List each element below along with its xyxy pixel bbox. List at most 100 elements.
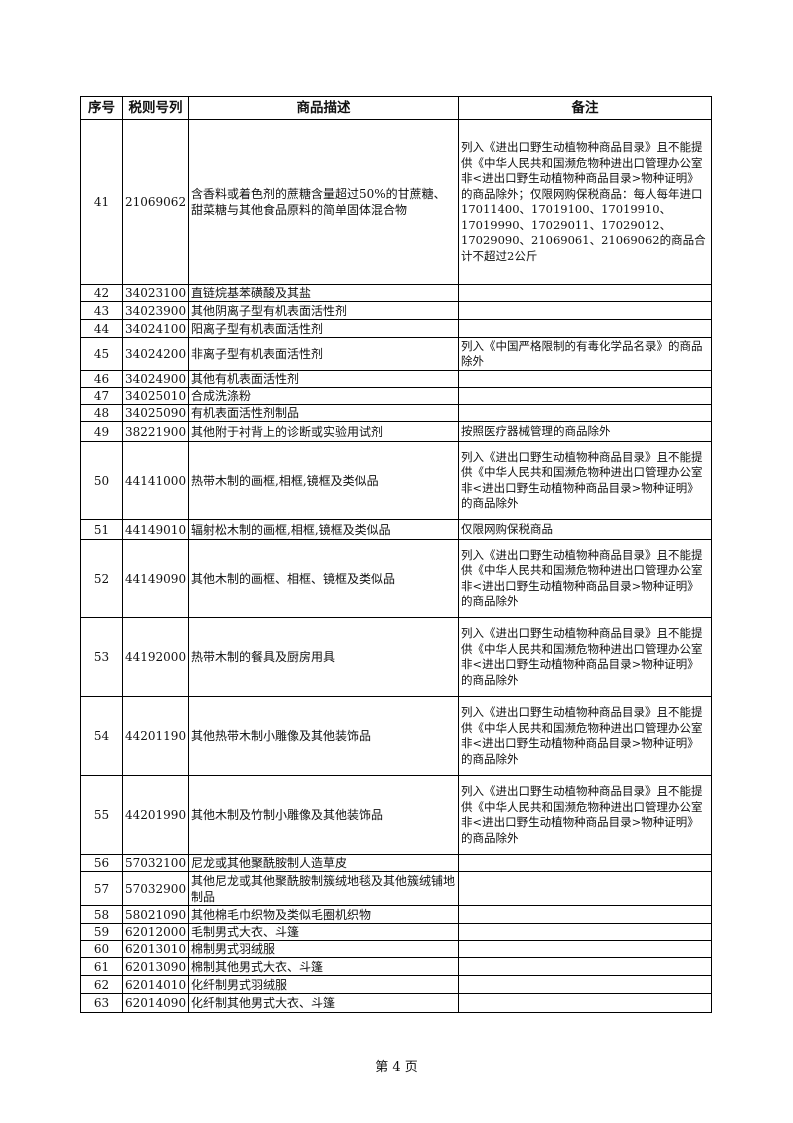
cell-description: 有机表面活性剂制品 — [188, 404, 459, 422]
cell-index: 52 — [80, 539, 123, 618]
table-row: 44 34024100 阳离子型有机表面活性剂 — [80, 319, 712, 338]
header-tariff-code: 税则号列 — [122, 96, 189, 120]
cell-index: 54 — [80, 696, 123, 776]
cell-description: 其他阴离子型有机表面活性剂 — [188, 301, 459, 320]
cell-index: 59 — [80, 923, 123, 941]
cell-remarks: 列入《进出口野生动植物种商品目录》且不能提供《中华人民共和国濒危物种进出口管理办… — [458, 441, 712, 520]
cell-index: 43 — [80, 301, 123, 320]
cell-remarks — [458, 284, 712, 302]
cell-remarks — [458, 301, 712, 320]
cell-description: 其他棉毛巾织物及类似毛圈机织物 — [188, 905, 459, 924]
cell-index: 56 — [80, 854, 123, 872]
table-row: 53 44192000 热带木制的餐具及厨房用具 列入《进出口野生动植物种商品目录》且… — [80, 617, 712, 697]
cell-description: 棉制男式羽绒服 — [188, 940, 459, 958]
table-row: 58 58021090 其他棉毛巾织物及类似毛圈机织物 — [80, 905, 712, 924]
cell-remarks — [458, 404, 712, 422]
cell-remarks: 列入《进出口野生动植物种商品目录》且不能提供《中华人民共和国濒危物种进出口管理办… — [458, 539, 712, 618]
cell-description: 其他有机表面活性剂 — [188, 370, 459, 388]
cell-tariff-code: 62013010 — [122, 940, 189, 958]
cell-description: 非离子型有机表面活性剂 — [188, 337, 459, 371]
cell-tariff-code: 44192000 — [122, 617, 189, 697]
cell-tariff-code: 34024100 — [122, 319, 189, 338]
cell-description: 热带木制的画框,相框,镜框及类似品 — [188, 441, 459, 520]
cell-index: 61 — [80, 957, 123, 976]
cell-remarks — [458, 387, 712, 405]
cell-remarks: 仅限网购保税商品 — [458, 519, 712, 540]
cell-tariff-code: 57032900 — [122, 871, 189, 906]
cell-tariff-code: 34024200 — [122, 337, 189, 371]
table-row: 41 21069062 含香料或着色剂的蔗糖含量超过50%的甘蔗糖、甜菜糖与其他食品… — [80, 119, 712, 285]
cell-index: 57 — [80, 871, 123, 906]
cell-tariff-code: 34025090 — [122, 404, 189, 422]
cell-index: 47 — [80, 387, 123, 405]
cell-remarks: 列入《进出口野生动植物种商品目录》且不能提供《中华人民共和国濒危物种进出口管理办… — [458, 775, 712, 855]
cell-description: 其他木制的画框、相框、镜框及类似品 — [188, 539, 459, 618]
cell-index: 42 — [80, 284, 123, 302]
cell-description: 辐射松木制的画框,相框,镜框及类似品 — [188, 519, 459, 540]
cell-index: 60 — [80, 940, 123, 958]
cell-description: 其他附于衬背上的诊断或实验用试剂 — [188, 421, 459, 442]
cell-remarks: 列入《进出口野生动植物种商品目录》且不能提供《中华人民共和国濒危物种进出口管理办… — [458, 119, 712, 285]
cell-tariff-code: 34025010 — [122, 387, 189, 405]
cell-description: 其他尼龙或其他聚酰胺制簇绒地毯及其他簇绒铺地制品 — [188, 871, 459, 906]
cell-tariff-code: 34023100 — [122, 284, 189, 302]
cell-tariff-code: 44141000 — [122, 441, 189, 520]
cell-description: 毛制男式大衣、斗篷 — [188, 923, 459, 941]
cell-description: 合成洗涤粉 — [188, 387, 459, 405]
cell-remarks: 列入《中国严格限制的有毒化学品名录》的商品除外 — [458, 337, 712, 371]
table-row: 49 38221900 其他附于衬背上的诊断或实验用试剂 按照医疗器械管理的商品除外 — [80, 421, 712, 442]
cell-remarks: 按照医疗器械管理的商品除外 — [458, 421, 712, 442]
cell-tariff-code: 62012000 — [122, 923, 189, 941]
cell-tariff-code: 21069062 — [122, 119, 189, 285]
cell-remarks — [458, 993, 712, 1013]
cell-index: 49 — [80, 421, 123, 442]
cell-remarks — [458, 319, 712, 338]
header-description: 商品描述 — [188, 96, 459, 120]
cell-remarks — [458, 370, 712, 388]
table-row: 59 62012000 毛制男式大衣、斗篷 — [80, 923, 712, 941]
table-header-row: 序号 税则号列 商品描述 备注 — [80, 96, 712, 120]
page-number: 第 4 页 — [375, 1060, 418, 1075]
cell-remarks — [458, 871, 712, 906]
table-row: 51 44149010 辐射松木制的画框,相框,镜框及类似品 仅限网购保税商品 — [80, 519, 712, 540]
cell-tariff-code: 44149010 — [122, 519, 189, 540]
cell-tariff-code: 44201190 — [122, 696, 189, 776]
cell-index: 58 — [80, 905, 123, 924]
cell-description: 直链烷基苯磺酸及其盐 — [188, 284, 459, 302]
header-remarks: 备注 — [458, 96, 712, 120]
cell-description: 其他热带木制小雕像及其他装饰品 — [188, 696, 459, 776]
cell-remarks: 列入《进出口野生动植物种商品目录》且不能提供《中华人民共和国濒危物种进出口管理办… — [458, 617, 712, 697]
cell-index: 41 — [80, 119, 123, 285]
cell-index: 48 — [80, 404, 123, 422]
cell-index: 55 — [80, 775, 123, 855]
cell-tariff-code: 58021090 — [122, 905, 189, 924]
cell-tariff-code: 44201990 — [122, 775, 189, 855]
cell-tariff-code: 34024900 — [122, 370, 189, 388]
cell-tariff-code: 62014090 — [122, 993, 189, 1013]
table-row: 62 62014010 化纤制男式羽绒服 — [80, 975, 712, 994]
table-row: 43 34023900 其他阴离子型有机表面活性剂 — [80, 301, 712, 320]
cell-remarks — [458, 923, 712, 941]
table-row: 60 62013010 棉制男式羽绒服 — [80, 940, 712, 958]
cell-description: 化纤制男式羽绒服 — [188, 975, 459, 994]
table-row: 48 34025090 有机表面活性剂制品 — [80, 404, 712, 422]
cell-index: 46 — [80, 370, 123, 388]
cell-index: 62 — [80, 975, 123, 994]
cell-remarks — [458, 905, 712, 924]
table-row: 42 34023100 直链烷基苯磺酸及其盐 — [80, 284, 712, 302]
table-row: 45 34024200 非离子型有机表面活性剂 列入《中国严格限制的有毒化学品名录》的… — [80, 337, 712, 371]
table-row: 47 34025010 合成洗涤粉 — [80, 387, 712, 405]
table-row: 57 57032900 其他尼龙或其他聚酰胺制簇绒地毯及其他簇绒铺地制品 — [80, 871, 712, 906]
cell-description: 棉制其他男式大衣、斗篷 — [188, 957, 459, 976]
cell-description: 化纤制其他男式大衣、斗篷 — [188, 993, 459, 1013]
table-row: 54 44201190 其他热带木制小雕像及其他装饰品 列入《进出口野生动植物种商品目… — [80, 696, 712, 776]
cell-index: 51 — [80, 519, 123, 540]
cell-index: 44 — [80, 319, 123, 338]
cell-tariff-code: 57032100 — [122, 854, 189, 872]
cell-description: 含香料或着色剂的蔗糖含量超过50%的甘蔗糖、甜菜糖与其他食品原料的简单固体混合物 — [188, 119, 459, 285]
cell-description: 阳离子型有机表面活性剂 — [188, 319, 459, 338]
table-row: 52 44149090 其他木制的画框、相框、镜框及类似品 列入《进出口野生动植物种商… — [80, 539, 712, 618]
table-row: 63 62014090 化纤制其他男式大衣、斗篷 — [80, 993, 712, 1013]
cell-index: 50 — [80, 441, 123, 520]
cell-remarks — [458, 854, 712, 872]
